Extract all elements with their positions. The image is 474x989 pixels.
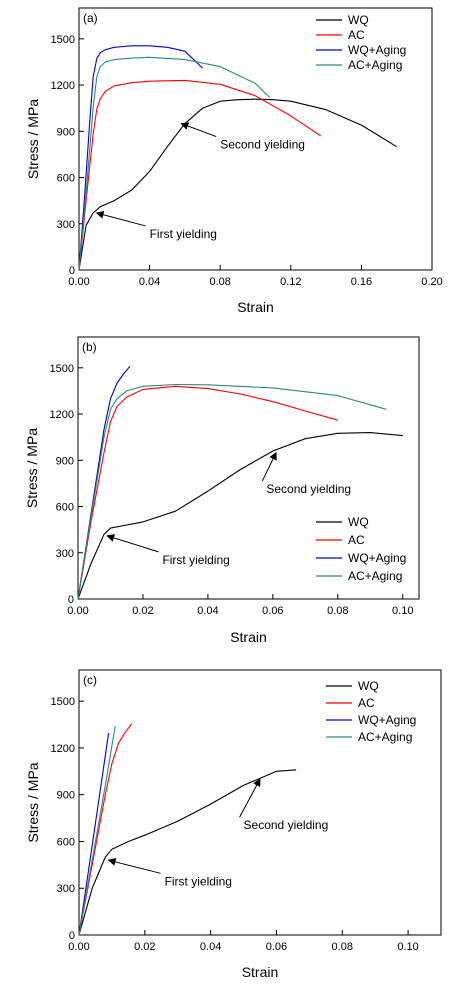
annotation-arrow xyxy=(106,534,159,553)
y-tick-label: 0 xyxy=(68,594,74,606)
y-tick-label: 900 xyxy=(56,455,74,467)
x-tick-label: 0.06 xyxy=(266,941,287,953)
panel-label: (a) xyxy=(83,11,98,25)
legend-label: AC+Aging xyxy=(348,569,402,583)
x-tick-label: 0.12 xyxy=(280,276,301,288)
y-tick-label: 900 xyxy=(57,790,75,802)
annotation-arrow xyxy=(95,210,146,227)
y-tick-label: 0 xyxy=(69,930,75,942)
x-tick-label: 0.00 xyxy=(68,941,89,953)
panel-label: (c) xyxy=(83,673,97,687)
series-line-ac xyxy=(77,385,338,600)
annotation-arrow xyxy=(107,858,161,874)
x-tick-label: 0.16 xyxy=(351,276,372,288)
plot-frame xyxy=(77,336,420,600)
y-tick-label: 600 xyxy=(56,502,74,514)
series-line-wq-aging xyxy=(78,45,203,271)
series-line-ac xyxy=(78,79,322,271)
x-tick-label: 0.00 xyxy=(67,605,88,617)
plot-frame xyxy=(78,669,442,936)
legend-label: WQ+Aging xyxy=(358,713,416,727)
x-axis-label: Strain xyxy=(237,299,274,315)
series-line-wq xyxy=(78,98,397,271)
legend-label: AC xyxy=(348,533,365,547)
y-tick-label: 300 xyxy=(57,883,75,895)
annotation-label: First yielding xyxy=(162,553,229,567)
y-axis-label: Stress / MPa xyxy=(25,99,41,179)
x-axis-label: Strain xyxy=(242,964,279,980)
y-tick-label: 300 xyxy=(56,548,74,560)
y-tick-label: 1200 xyxy=(50,409,74,421)
y-tick-label: 300 xyxy=(57,219,75,231)
x-tick-label: 0.10 xyxy=(392,605,413,617)
y-tick-label: 600 xyxy=(57,836,75,848)
y-tick-label: 1200 xyxy=(51,80,75,92)
annotation-label: Second yielding xyxy=(244,818,329,832)
series-line-wq-aging xyxy=(78,733,110,936)
legend-label: AC+Aging xyxy=(358,730,412,744)
y-tick-label: 1500 xyxy=(51,34,75,46)
series-line-wq xyxy=(78,769,297,936)
legend-label: AC xyxy=(358,696,375,710)
legend-label: WQ+Aging xyxy=(348,43,406,57)
chart-panel-3: 0.00 0.02 0.04 0.06 0.08 0.10 0 300 600 900 1200 15… xyxy=(25,669,442,980)
x-tick-label: 0.04 xyxy=(139,276,160,288)
series-line-ac xyxy=(78,723,133,936)
chart-panel-2: 0.00 0.02 0.04 0.06 0.08 0.10 0 300 600 900 1200 15… xyxy=(24,336,420,645)
x-tick-label: 0.02 xyxy=(132,605,153,617)
y-tick-label: 600 xyxy=(57,173,75,185)
y-axis-label: Stress / MPa xyxy=(25,762,41,842)
annotation-arrow xyxy=(239,778,261,818)
x-tick-label: 0.20 xyxy=(421,276,442,288)
legend: WQ AC WQ+Aging AC+Aging xyxy=(326,679,416,744)
annotation-arrow xyxy=(180,122,217,138)
annotation-label: Second yielding xyxy=(220,138,305,152)
legend-label: WQ xyxy=(348,13,369,27)
legend: WQ AC WQ+Aging AC+Aging xyxy=(316,515,406,583)
plot-frame xyxy=(78,7,433,271)
x-tick-label: 0.06 xyxy=(262,605,283,617)
legend-label: AC xyxy=(348,28,365,42)
x-tick-label: 0.04 xyxy=(200,941,221,953)
annotation-arrow xyxy=(261,451,277,482)
x-tick-label: 0.08 xyxy=(209,276,230,288)
series-line-ac-aging xyxy=(78,726,116,936)
x-tick-label: 0.08 xyxy=(332,941,353,953)
chart-panel-1: 0.00 0.04 0.08 0.12 0.16 0.20 0 300 600 900 1200 15… xyxy=(25,7,443,315)
y-tick-label: 0 xyxy=(69,265,75,277)
y-tick-label: 1200 xyxy=(51,743,75,755)
series-line-wq xyxy=(77,432,403,600)
y-tick-label: 1500 xyxy=(50,363,74,375)
y-tick-label: 900 xyxy=(57,126,75,138)
x-tick-label: 0.08 xyxy=(327,605,348,617)
annotation-label: First yielding xyxy=(150,227,217,241)
legend-label: AC+Aging xyxy=(348,58,402,72)
legend-label: WQ xyxy=(348,515,369,529)
series-line-ac-aging xyxy=(77,383,387,600)
panel-label: (b) xyxy=(82,340,97,354)
legend-label: WQ+Aging xyxy=(348,551,406,565)
y-tick-label: 1500 xyxy=(51,696,75,708)
legend-label: WQ xyxy=(358,679,379,693)
x-axis-label: Strain xyxy=(230,629,267,645)
x-tick-label: 0.10 xyxy=(397,941,418,953)
x-tick-label: 0.00 xyxy=(68,276,89,288)
y-axis-label: Stress / MPa xyxy=(24,428,40,508)
x-tick-label: 0.02 xyxy=(134,941,155,953)
annotation-label: First yielding xyxy=(165,874,232,888)
annotation-label: Second yielding xyxy=(266,482,351,496)
x-tick-label: 0.04 xyxy=(197,605,218,617)
series-line-ac-aging xyxy=(78,56,270,271)
